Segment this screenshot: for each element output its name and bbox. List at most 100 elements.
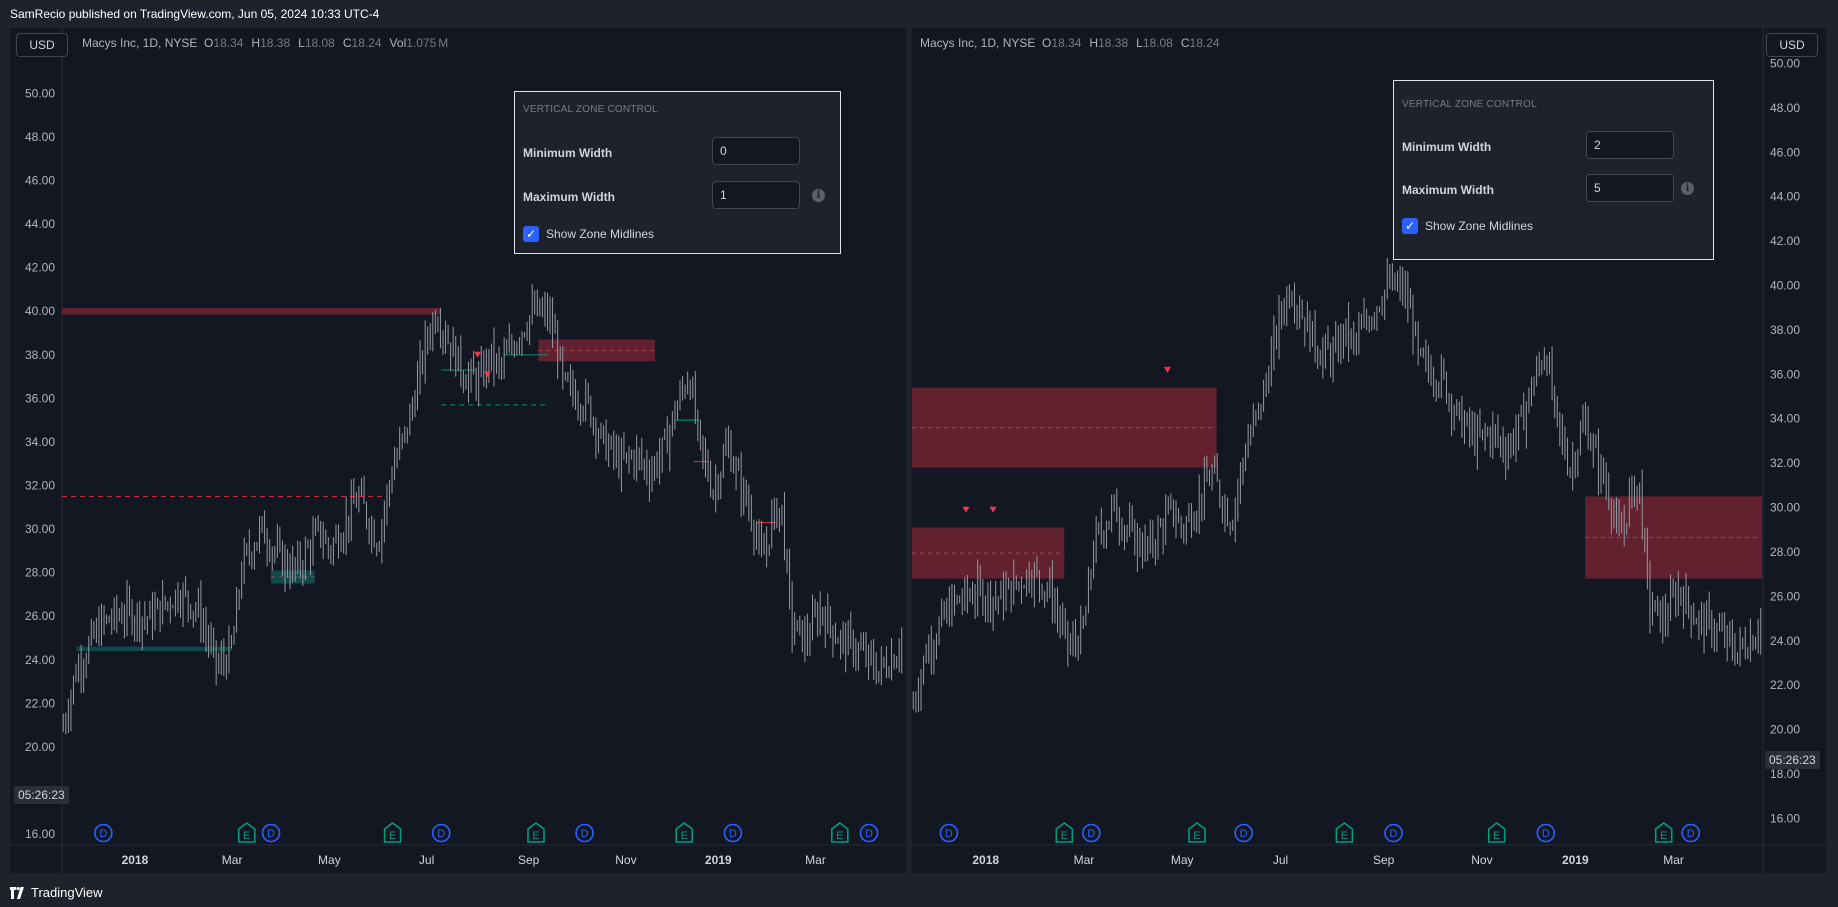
currency-button-right[interactable]: USD xyxy=(1766,33,1818,57)
signal-marker xyxy=(483,371,491,378)
earnings-event xyxy=(1487,822,1506,843)
y-tick-label: 36.00 xyxy=(25,391,55,405)
event-label: E xyxy=(1493,830,1500,842)
legend-symbol: Macys Inc, 1D, NYSE xyxy=(920,36,1036,50)
dividend-event xyxy=(431,823,451,843)
min-width-label: Minimum Width xyxy=(523,146,613,160)
legend-low: 18.08 xyxy=(1142,36,1173,50)
y-tick-label: 42.00 xyxy=(25,261,55,275)
y-tick-label: 24.00 xyxy=(1770,634,1800,648)
y-tick-label: 22.00 xyxy=(25,696,55,710)
x-tick-label: May xyxy=(318,853,341,867)
x-tick-label: Nov xyxy=(615,853,636,867)
legend-open-label: O xyxy=(1042,36,1052,50)
event-label: D xyxy=(267,828,275,840)
info-icon[interactable]: i xyxy=(812,189,825,202)
y-tick-label: 50.00 xyxy=(25,86,55,100)
max-width-label: Maximum Width xyxy=(1402,183,1494,197)
event-label: E xyxy=(1341,830,1348,842)
legend-high-label: H xyxy=(251,36,261,50)
y-tick-label: 46.00 xyxy=(1770,145,1800,159)
chart-pane-right[interactable]: 50.00 48.00 46.00 44.00 42.00 40.00 38.00 36.00… xyxy=(912,28,1826,873)
midlines-checkbox[interactable]: ✓ xyxy=(523,226,539,242)
legend-close: 18.24 xyxy=(351,36,382,50)
y-tick-label: 30.00 xyxy=(25,522,55,536)
event-label: D xyxy=(581,828,589,840)
dividend-event xyxy=(261,823,281,843)
y-tick-label: 36.00 xyxy=(1770,367,1800,381)
max-width-input[interactable]: 5 xyxy=(1586,174,1674,202)
legend-volume-unit: M xyxy=(438,36,449,50)
y-tick-label: 18.00 xyxy=(1770,767,1800,781)
event-label: D xyxy=(865,828,873,840)
event-label: E xyxy=(389,830,396,842)
tradingview-logo-icon xyxy=(10,886,24,899)
midlines-label: Show Zone Midlines xyxy=(546,227,655,241)
y-tick-label: 38.00 xyxy=(1770,323,1800,337)
chart-canvas-right[interactable]: 50.00 48.00 46.00 44.00 42.00 40.00 38.00 36.00… xyxy=(912,28,1826,873)
max-width-input[interactable]: 1 xyxy=(712,181,800,209)
symbol-legend-left: Macys Inc, 1D, NYSE O18.34 H18.38 L18.08 C1… xyxy=(82,36,456,50)
earnings-event xyxy=(1335,822,1354,843)
y-tick-label: 16.00 xyxy=(1770,811,1800,825)
event-label: E xyxy=(243,830,250,842)
legend-close-label: C xyxy=(342,36,352,50)
earnings-event xyxy=(527,822,545,843)
x-tick-label: Mar xyxy=(1074,853,1095,867)
y-tick-label: 48.00 xyxy=(25,130,55,144)
y-tick-label: 32.00 xyxy=(1770,456,1800,470)
x-tick-label: Sep xyxy=(518,853,540,867)
min-width-input[interactable]: 0 xyxy=(712,137,800,165)
signal-marker xyxy=(962,506,970,513)
max-width-label: Maximum Width xyxy=(523,190,615,204)
earnings-event xyxy=(237,822,256,843)
legend-volume: 1.075 xyxy=(406,36,437,50)
legend-open: 18.34 xyxy=(213,36,244,50)
chart-canvas-left[interactable]: 52.0050.0048.0046.0044.0042.0040.0038.00… xyxy=(10,28,906,873)
y-tick-label: 28.00 xyxy=(1770,545,1800,559)
chart-pane-left[interactable]: 52.0050.0048.0046.0044.0042.0040.0038.00… xyxy=(10,28,906,873)
x-tick-label: 2019 xyxy=(705,853,732,867)
y-tick-label: 46.00 xyxy=(25,174,55,188)
symbol-legend-right: Macys Inc, 1D, NYSE O18.34 H18.38 L18.08 C1… xyxy=(920,36,1228,50)
midlines-checkbox[interactable]: ✓ xyxy=(1402,218,1418,234)
y-tick-label: 50.00 xyxy=(1770,57,1800,71)
midlines-label: Show Zone Midlines xyxy=(1425,219,1534,233)
earnings-event xyxy=(383,822,402,843)
event-label: D xyxy=(99,828,107,840)
x-tick-label: 2019 xyxy=(1562,853,1589,867)
event-label: E xyxy=(836,830,843,842)
x-tick-label: Jul xyxy=(1273,853,1288,867)
y-tick-label: 26.00 xyxy=(1770,589,1800,603)
x-tick-label: 2018 xyxy=(972,853,999,867)
legend-symbol: Macys Inc, 1D, NYSE xyxy=(82,36,198,50)
resistance-zone xyxy=(62,307,442,315)
y-tick-label: 34.00 xyxy=(1770,412,1800,426)
min-width-label: Minimum Width xyxy=(1402,140,1492,154)
y-tick-label: 24.00 xyxy=(25,653,55,667)
legend-close-label: C xyxy=(1180,36,1190,50)
event-label: E xyxy=(532,830,539,842)
support-zone xyxy=(76,646,233,652)
event-label: E xyxy=(681,830,688,842)
x-tick-label: Jul xyxy=(419,853,434,867)
y-tick-label: 44.00 xyxy=(25,217,55,231)
y-tick-label: 40.00 xyxy=(1770,279,1800,293)
event-label: D xyxy=(1240,828,1248,840)
currency-button-left[interactable]: USD xyxy=(16,33,68,57)
y-tick-label: 44.00 xyxy=(1770,190,1800,204)
x-tick-label: 2018 xyxy=(122,853,149,867)
y-tick-label: 22.00 xyxy=(1770,678,1800,692)
dividend-event xyxy=(1536,823,1556,843)
info-icon[interactable]: i xyxy=(1681,182,1694,195)
dividend-event xyxy=(1384,823,1403,843)
x-tick-label: Sep xyxy=(1373,853,1395,867)
y-tick-label: 16.00 xyxy=(25,827,55,841)
tradingview-brand[interactable]: TradingView xyxy=(10,885,103,900)
dividend-event xyxy=(859,823,879,843)
min-width-input[interactable]: 2 xyxy=(1586,131,1674,159)
dividend-event xyxy=(94,823,113,843)
y-tick-label: 28.00 xyxy=(25,566,55,580)
event-label: D xyxy=(437,828,445,840)
event-label: D xyxy=(945,828,953,840)
